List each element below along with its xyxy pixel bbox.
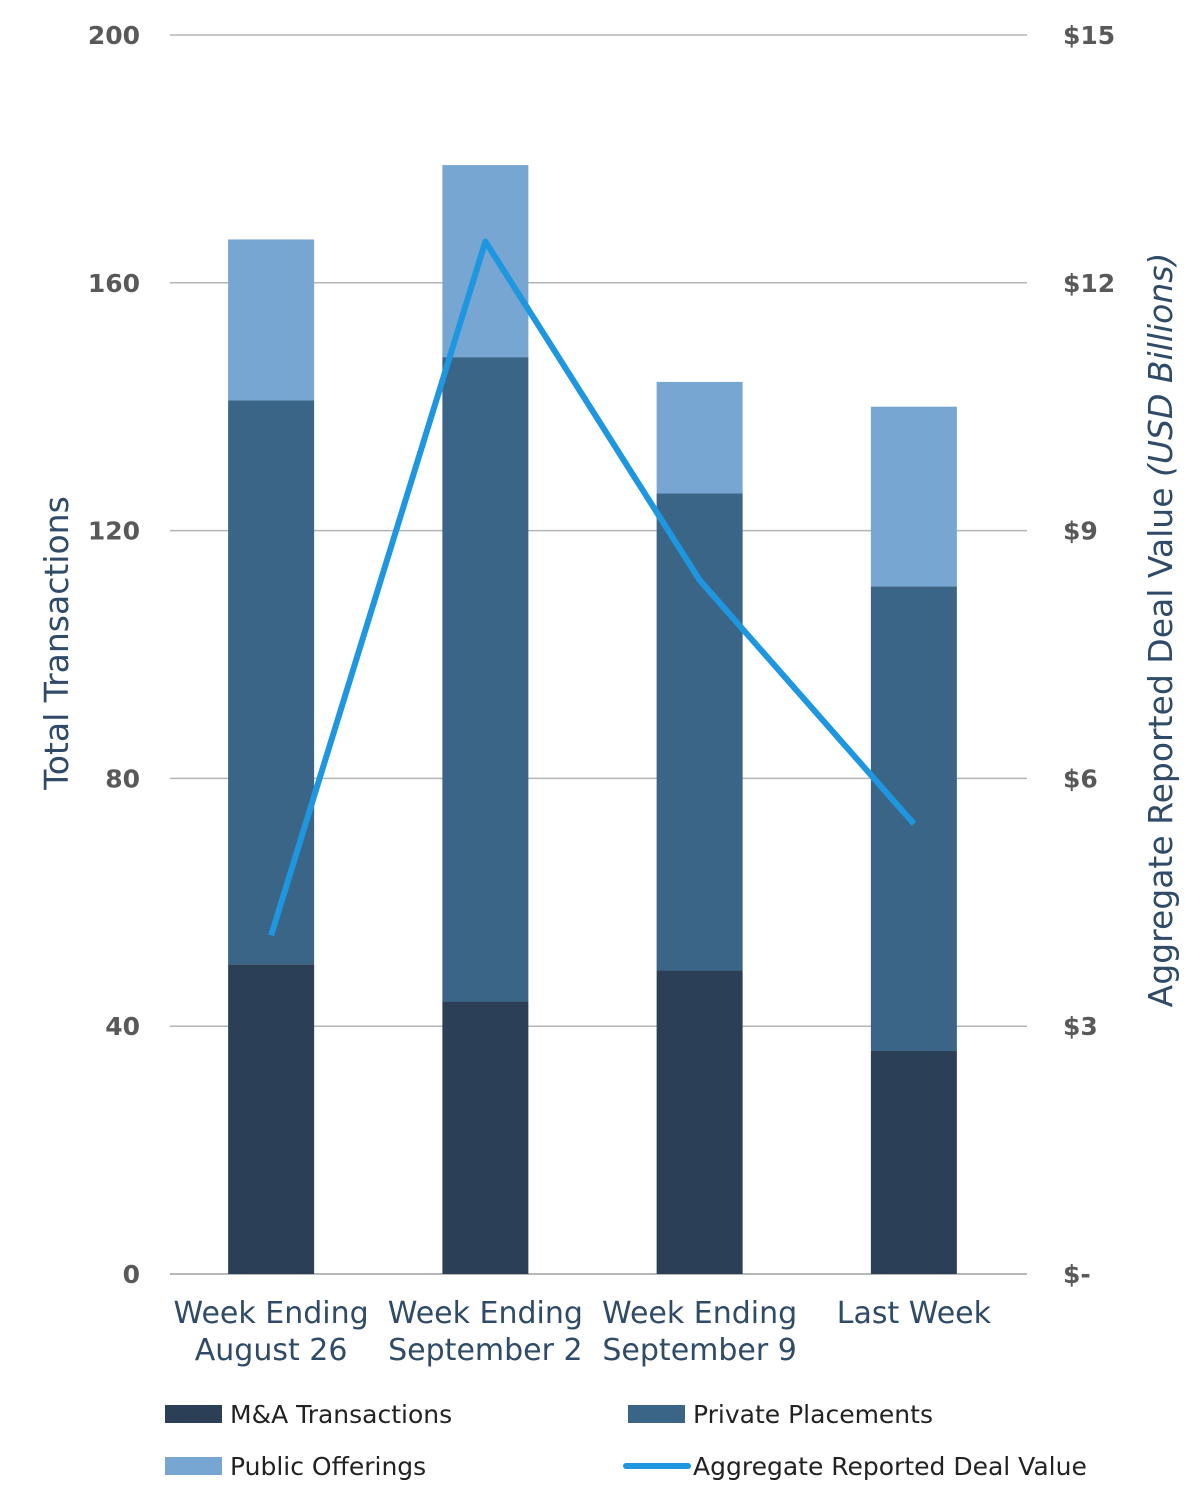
bar-public-offerings: [442, 165, 529, 358]
y2-tick-label: $9: [1063, 517, 1098, 546]
y2-axis-unit: (USD Billions): [1141, 253, 1180, 477]
bar-m-a-transactions: [870, 1050, 957, 1274]
y2-tick-label: $3: [1063, 1012, 1098, 1041]
y-tick-label: 160: [88, 269, 140, 298]
legend-label: M&A Transactions: [230, 1400, 452, 1429]
legend-swatch: [628, 1405, 685, 1423]
bar-m-a-transactions: [656, 970, 743, 1274]
bar-private-placements: [870, 586, 957, 1051]
y2-tick-label: $15: [1063, 21, 1115, 50]
y-tick-label: 80: [105, 764, 140, 793]
y-tick-label: 40: [105, 1012, 140, 1041]
x-category-label: Week Ending: [388, 1296, 583, 1331]
x-category-label: Week Ending: [602, 1296, 797, 1331]
legend-label: Private Placements: [693, 1400, 933, 1429]
bar-m-a-transactions: [228, 964, 315, 1274]
y2-tick-label: $6: [1063, 764, 1098, 793]
bar-public-offerings: [656, 381, 743, 494]
bar-m-a-transactions: [442, 1001, 529, 1274]
y2-tick-label: $12: [1063, 269, 1115, 298]
y-axis-title: Total Transactions: [37, 496, 76, 791]
bar-private-placements: [228, 400, 315, 965]
y-tick-label: 0: [123, 1260, 140, 1289]
bar-private-placements: [442, 357, 529, 1002]
x-category-label: September 2: [388, 1333, 582, 1368]
x-category-label: Last Week: [837, 1296, 992, 1331]
legend-label: Public Offerings: [230, 1452, 426, 1481]
bar-private-placements: [656, 493, 743, 971]
y-tick-label: 120: [88, 517, 140, 546]
x-category-label: August 26: [195, 1333, 348, 1368]
legend-label: Aggregate Reported Deal Value: [693, 1452, 1087, 1481]
y2-tick-label: $-: [1063, 1260, 1091, 1289]
y-tick-label: 200: [88, 21, 140, 50]
bar-public-offerings: [870, 406, 957, 587]
x-category-label: September 9: [602, 1333, 796, 1368]
bar-public-offerings: [228, 239, 315, 401]
x-category-label: Week Ending: [174, 1296, 369, 1331]
legend-swatch: [165, 1457, 222, 1475]
line-aggregate-deal-value: [268, 238, 917, 937]
legend-swatch: [165, 1405, 222, 1423]
y2-axis-title: Aggregate Reported Deal Value (USD Billi…: [1141, 253, 1180, 1008]
